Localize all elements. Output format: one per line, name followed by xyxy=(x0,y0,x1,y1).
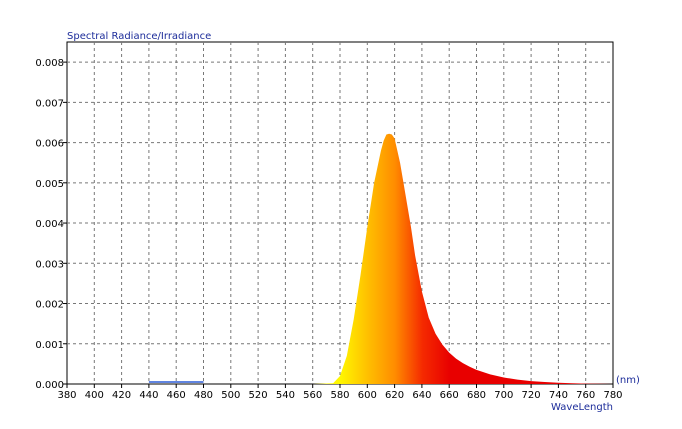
x-tick-label: 560 xyxy=(303,390,322,401)
y-tick-label: 0.002 xyxy=(35,300,64,311)
x-tick-label: 480 xyxy=(194,390,213,401)
x-tick-label: 540 xyxy=(276,390,295,401)
x-tick-label: 500 xyxy=(221,390,240,401)
x-tick-label: 460 xyxy=(167,390,186,401)
x-tick-label: 380 xyxy=(57,390,76,401)
y-tick-label: 0.003 xyxy=(35,259,64,270)
x-tick-label: 520 xyxy=(249,390,268,401)
grid-lines xyxy=(63,42,614,388)
x-tick-label: 580 xyxy=(330,390,349,401)
y-tick-labels: 0.000 0.001 0.002 0.003 0.004 0.005 0.006 0.007… xyxy=(35,58,64,391)
x-axis-label: WaveLength xyxy=(551,402,613,413)
x-tick-label: 720 xyxy=(522,390,541,401)
x-tick-label: 740 xyxy=(549,390,568,401)
x-tick-label: 680 xyxy=(467,390,486,401)
x-tick-label: 760 xyxy=(576,390,595,401)
x-tick-label: 440 xyxy=(139,390,158,401)
x-tick-label: 620 xyxy=(385,390,404,401)
y-tick-label: 0.007 xyxy=(35,98,64,109)
y-tick-label: 0.006 xyxy=(35,139,64,150)
x-tick-label: 600 xyxy=(358,390,377,401)
chart-title: Spectral Radiance/Irradiance xyxy=(67,31,211,42)
x-tick-label: 780 xyxy=(603,390,622,401)
x-tick-label: 640 xyxy=(412,390,431,401)
series-area xyxy=(312,133,613,384)
spectrum-area xyxy=(148,133,613,384)
y-tick-label: 0.001 xyxy=(35,340,64,351)
x-tick-label: 420 xyxy=(112,390,131,401)
x-tick-label: 400 xyxy=(85,390,104,401)
y-tick-label: 0.004 xyxy=(35,219,64,230)
y-tick-label: 0.000 xyxy=(35,380,64,391)
x-unit-label: (nm) xyxy=(616,375,640,386)
y-tick-label: 0.008 xyxy=(35,58,64,69)
y-tick-label: 0.005 xyxy=(35,179,64,190)
x-tick-labels: 380 400 420 440 460 480 500 520 540 560 580 600 620 6… xyxy=(57,390,622,401)
x-tick-label: 660 xyxy=(440,390,459,401)
x-tick-label: 700 xyxy=(494,390,513,401)
